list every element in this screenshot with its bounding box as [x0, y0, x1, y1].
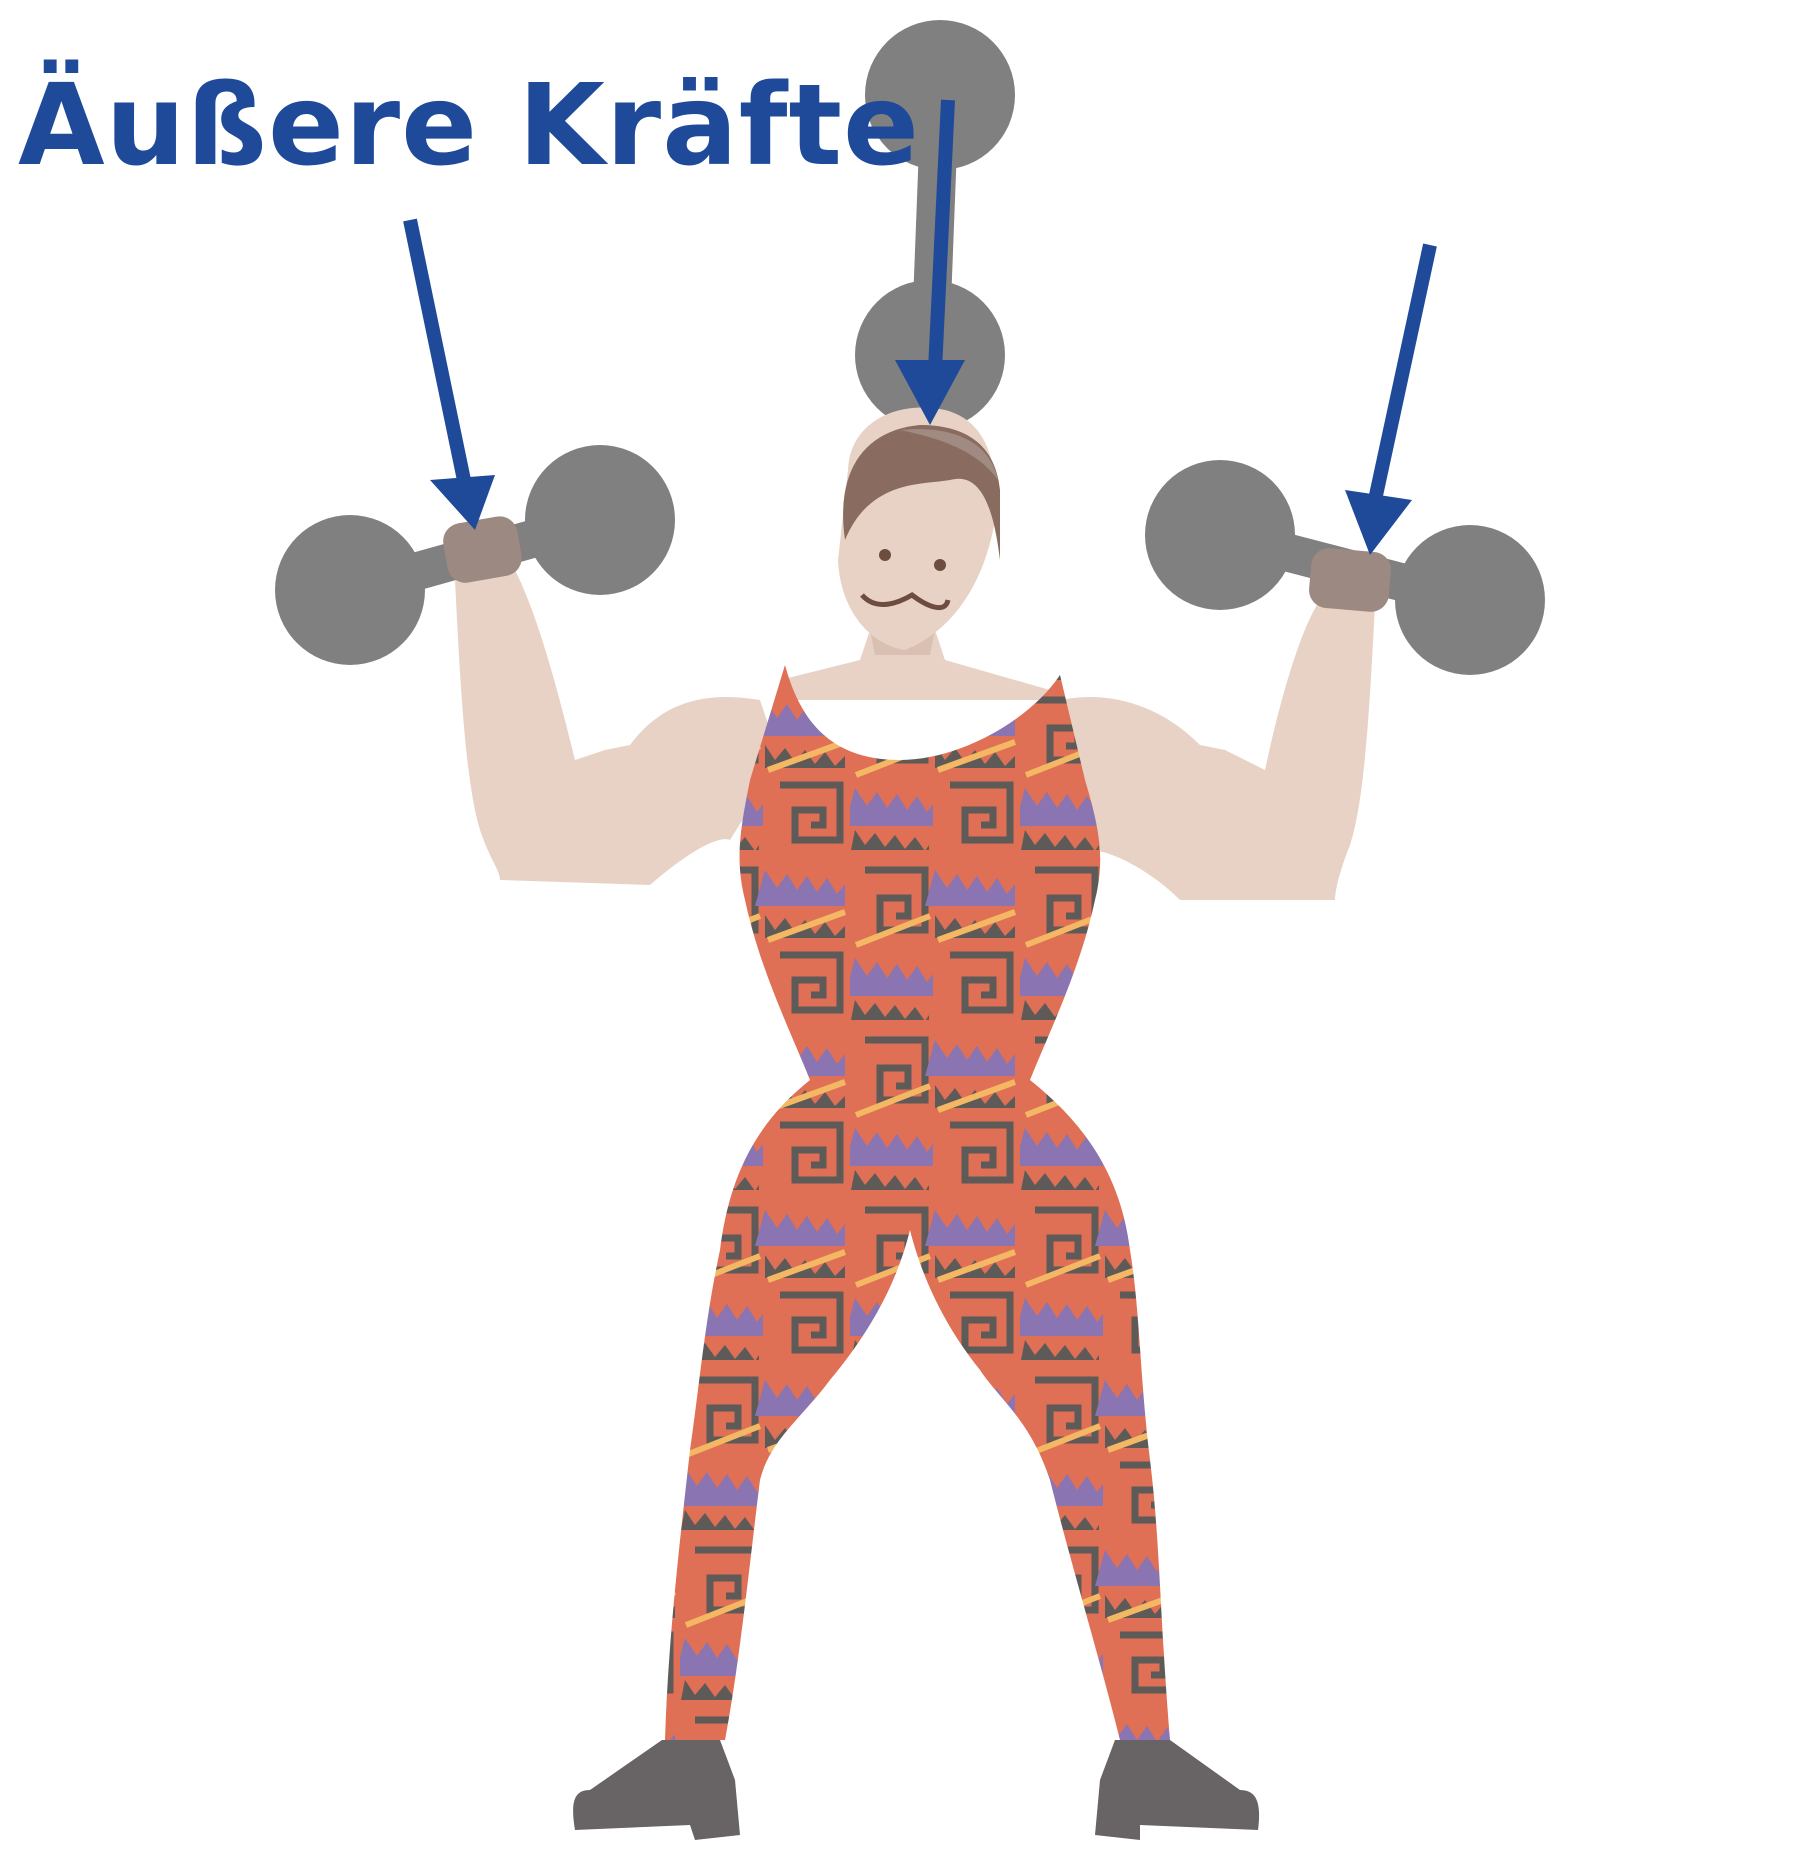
- hair: [843, 425, 1000, 560]
- left-hand: [443, 516, 522, 583]
- arrow-down-icon: [895, 99, 965, 425]
- hair-highlight: [900, 429, 998, 480]
- right-arm: [1050, 600, 1375, 900]
- left-eye: [879, 549, 891, 561]
- diagram-title: Äußere Kräfte: [18, 61, 920, 191]
- body-suit: [665, 665, 1170, 1740]
- arrow-down-icon: [1345, 243, 1437, 555]
- mustache: [860, 591, 951, 611]
- head: [838, 407, 1000, 650]
- neck: [780, 630, 1055, 700]
- left-boot: [573, 1740, 740, 1840]
- right-hand: [1309, 548, 1391, 612]
- right-boot: [1095, 1740, 1260, 1840]
- arrow-down-icon: [403, 218, 495, 530]
- left-arm: [455, 570, 780, 885]
- right-eye: [934, 559, 946, 571]
